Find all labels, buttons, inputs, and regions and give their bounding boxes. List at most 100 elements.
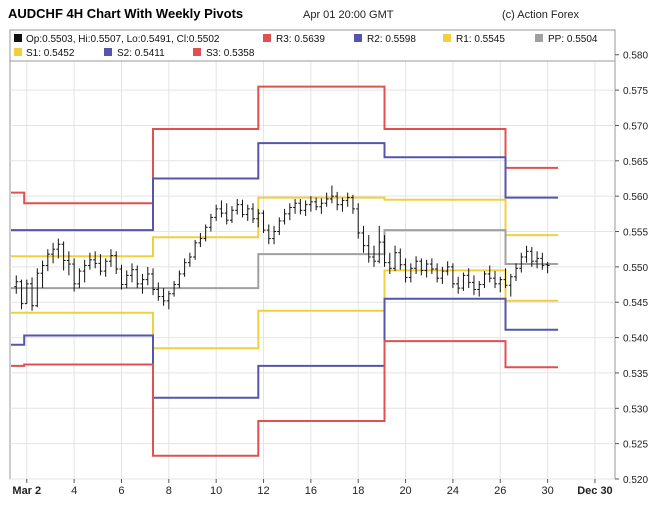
legend-s1: S1: 0.5452 — [26, 48, 75, 59]
y-tick-label: 0.555 — [623, 228, 648, 239]
ohlc-bar — [208, 213, 213, 232]
ohlc-bar — [477, 281, 482, 297]
ohlc-bar — [387, 252, 392, 274]
legend-r2-swatch — [354, 34, 362, 42]
ohlc-bar — [524, 245, 529, 263]
pivot-layer — [11, 85, 559, 457]
ohlc-bar — [514, 263, 519, 282]
ohlc-bar — [51, 242, 56, 264]
ohlc-bar — [229, 206, 234, 224]
pivot-line-s3 — [11, 340, 559, 457]
ohlc-bar — [261, 210, 266, 233]
y-tick-label: 0.530 — [623, 404, 648, 415]
ohlc-bar — [340, 197, 345, 212]
ohlc-bar — [529, 247, 534, 267]
ohlc-bar — [182, 258, 187, 277]
pivot-line-s2 — [11, 297, 559, 399]
ohlc-bar — [519, 252, 524, 273]
ohlc-bar — [471, 275, 476, 296]
ohlc-bar — [303, 200, 308, 216]
x-tick-label: 20 — [399, 485, 411, 497]
ohlc-bar — [466, 268, 471, 289]
ohlc-bar — [298, 198, 303, 215]
legend-r1-swatch — [443, 34, 451, 42]
ohlc-bar — [308, 196, 313, 212]
ohlc-bar — [135, 265, 140, 289]
ohlc-bar — [498, 276, 503, 293]
ohlc-bar — [198, 232, 203, 248]
ohlc-bar — [114, 251, 119, 274]
y-tick-label: 0.545 — [623, 298, 648, 309]
chart-title: AUDCHF 4H Chart With Weekly Pivots — [8, 6, 243, 21]
candle-layer — [14, 185, 550, 311]
chart-timestamp: Apr 01 20:00 GMT — [303, 9, 394, 21]
ohlc-bar — [414, 256, 419, 274]
pivot-line-r1 — [11, 196, 559, 258]
ohlc-bar — [235, 198, 240, 215]
ohlc-bar — [350, 194, 355, 214]
ohlc-bar — [124, 270, 129, 289]
ohlc-bar — [493, 271, 497, 289]
y-tick-label: 0.550 — [623, 263, 648, 274]
chart-credit: (c) Action Forex — [502, 9, 580, 21]
ohlc-bar — [119, 264, 124, 290]
legend-r1: R1: 0.5545 — [456, 34, 505, 45]
legend-pp-swatch — [535, 34, 543, 42]
ohlc-bar — [287, 203, 292, 221]
legend: Op:0.5503, Hi:0.5507, Lo:0.5491, Cl:0.55… — [9, 29, 616, 62]
ohlc-bar — [240, 199, 245, 218]
ohlc-bar — [187, 252, 192, 267]
ohlc-bar — [356, 203, 361, 239]
ohlc-bar — [393, 245, 398, 272]
ohlc-bar — [377, 225, 382, 264]
ohlc-bar — [372, 245, 376, 267]
ohlc-bar — [214, 204, 219, 221]
ohlc-bar — [429, 258, 434, 274]
x-tick-label: 6 — [118, 485, 124, 497]
legend-r3-swatch — [263, 34, 271, 42]
y-tick-label: 0.535 — [623, 369, 648, 380]
ohlc-bar — [140, 273, 145, 294]
ohlc-bar — [19, 279, 24, 310]
ohlc-bar — [482, 271, 487, 289]
ohlc-bar — [366, 235, 371, 263]
ohlc-bar — [329, 185, 334, 204]
ohlc-bar — [66, 251, 71, 276]
ohlc-bar — [177, 270, 182, 289]
ohlc-bar — [98, 254, 103, 276]
ohlc-bar — [172, 281, 177, 297]
ohlc-bar — [440, 266, 445, 284]
ohlc-bar — [282, 208, 287, 225]
legend-s3: S3: 0.5358 — [206, 48, 255, 59]
ohlc-bar — [314, 197, 319, 211]
y-tick-label: 0.575 — [623, 86, 648, 97]
ohlc-bar — [345, 192, 350, 207]
ohlc-bar — [151, 268, 156, 296]
ohlc-bar — [14, 275, 19, 294]
ohlc-bar — [335, 191, 340, 211]
legend-r2: R2: 0.5598 — [367, 34, 416, 45]
pivot-line-r2 — [11, 142, 559, 232]
legend-s1-swatch — [14, 48, 22, 56]
y-tick-label: 0.540 — [623, 334, 648, 345]
ohlc-bar — [398, 248, 403, 270]
ohlc-bar — [24, 279, 29, 305]
ohlc-bar — [435, 263, 440, 283]
ohlc-bar — [130, 263, 134, 283]
x-tick-label: Dec 30 — [577, 485, 612, 497]
ohlc-bar — [503, 268, 508, 289]
ohlc-bar — [93, 251, 98, 269]
x-tick-label: 16 — [305, 485, 317, 497]
ohlc-bar — [145, 266, 150, 286]
ohlc-bar — [245, 204, 250, 221]
x-tick-label: 10 — [210, 485, 222, 497]
ohlc-bar — [103, 258, 108, 277]
ohlc-bar — [166, 290, 171, 310]
ohlc-bar — [487, 265, 492, 283]
legend-s2-swatch — [104, 48, 112, 56]
legend-s2: S2: 0.5411 — [117, 48, 165, 59]
ohlc-bar — [193, 240, 198, 260]
x-tick-label: 8 — [166, 485, 172, 497]
